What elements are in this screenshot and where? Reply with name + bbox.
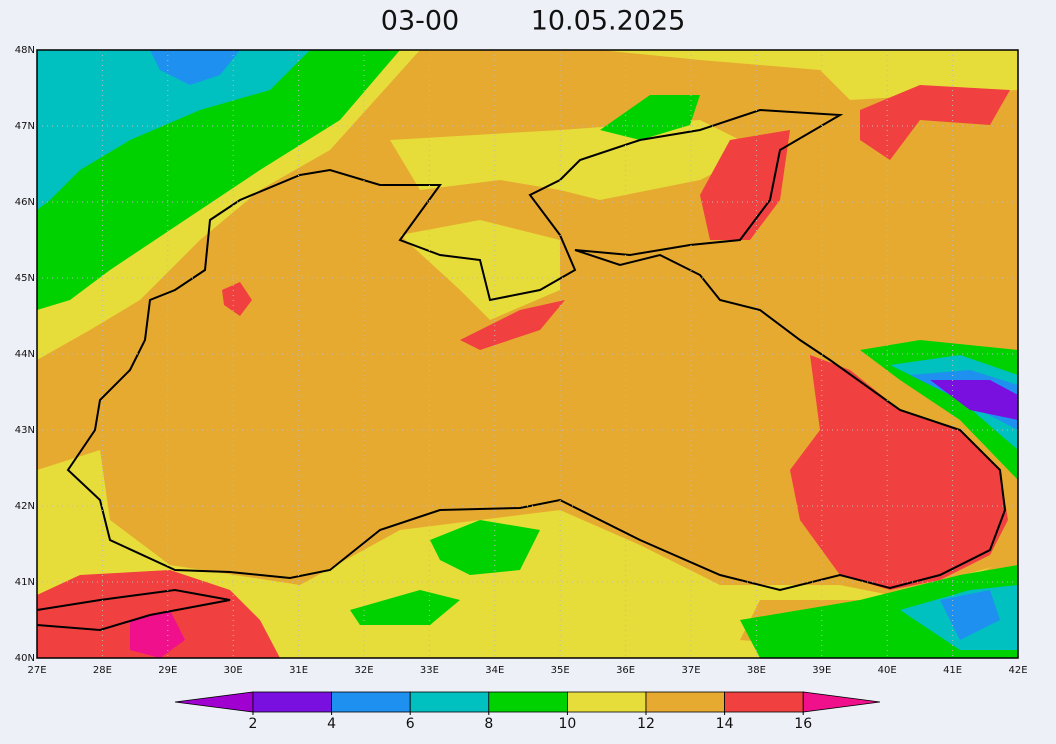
colorbar-segment [567, 691, 647, 713]
colorbar-segment [331, 691, 411, 713]
lon-label: 39E [812, 665, 831, 676]
lat-label: 45N [15, 273, 35, 284]
colorbar-arrow-low [174, 691, 254, 713]
lat-label: 46N [15, 197, 35, 208]
lat-label: 43N [15, 425, 35, 436]
lat-label: 42N [15, 501, 35, 512]
field [37, 50, 1018, 658]
colorbar: 2 4 6 8 10 12 14 16 [174, 691, 881, 732]
colorbar-label: 16 [794, 716, 812, 732]
field-8-10-azov [600, 95, 700, 140]
lon-label: 42E [1008, 665, 1027, 676]
colorbar-segment [252, 691, 332, 713]
title-date: 10.05.2025 [531, 6, 686, 37]
lon-label: 40E [878, 665, 897, 676]
lon-label: 34E [485, 665, 504, 676]
colorbar-label: 6 [406, 716, 415, 732]
colorbar-segment [724, 691, 804, 713]
colorbar-label: 10 [558, 716, 576, 732]
coastline [37, 108, 1007, 632]
lon-label: 33E [420, 665, 439, 676]
lon-label: 31E [289, 665, 308, 676]
lat-label: 48N [15, 45, 35, 56]
field-2-4-east [930, 380, 1018, 420]
lon-label: 38E [747, 665, 766, 676]
colorbar-segment [488, 691, 568, 713]
lon-label: 35E [551, 665, 570, 676]
colorbar-label: 2 [249, 716, 258, 732]
field-14-16-east [790, 355, 1008, 590]
field-16-plus [130, 610, 185, 658]
lon-label: 37E [681, 665, 700, 676]
colorbar-label: 14 [716, 716, 734, 732]
title-time: 03-00 [381, 6, 459, 37]
lon-label: 29E [158, 665, 177, 676]
lat-label: 47N [15, 121, 35, 132]
lon-label: 41E [943, 665, 962, 676]
colorbar-segment [409, 691, 490, 713]
lat-label: 40N [15, 653, 35, 664]
lon-label: 32E [354, 665, 373, 676]
lon-label: 30E [224, 665, 243, 676]
colorbar-segment [645, 691, 725, 713]
field-14-16-north [222, 85, 1010, 350]
field-4-6 [150, 50, 240, 85]
lon-label: 28E [93, 665, 112, 676]
colorbar-label: 8 [484, 716, 493, 732]
lat-label: 41N [15, 577, 35, 588]
field-6-8 [37, 50, 310, 210]
colorbar-label: 4 [327, 716, 336, 732]
map-frame [36, 49, 1019, 659]
lat-label: 44N [15, 349, 35, 360]
colorbar-label: 12 [637, 716, 655, 732]
lon-label: 36E [616, 665, 635, 676]
lon-label: 27E [27, 665, 46, 676]
colorbar-arrow-high [802, 691, 881, 713]
